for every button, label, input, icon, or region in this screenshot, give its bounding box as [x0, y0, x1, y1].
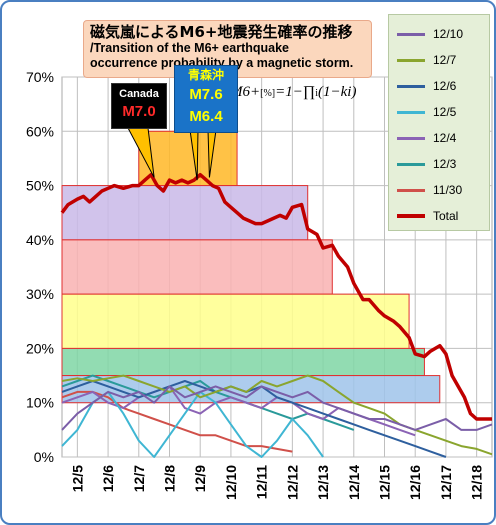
legend-label: 12/3: [433, 157, 457, 171]
series-line-12-6: [61, 380, 447, 458]
callout-aomori-magnitude-1: M7.6: [189, 86, 223, 103]
x-tick-label: 12/17: [438, 465, 454, 500]
probability-band: [61, 185, 309, 241]
title-box: 磁気嵐によるM6+地震発生確率の推移 /Transition of the M6…: [83, 20, 372, 78]
formula-index: i: [315, 88, 318, 99]
legend-swatch: [397, 188, 425, 192]
x-tick-label: 12/11: [254, 465, 270, 499]
x-tick-label: 12/7: [131, 465, 147, 492]
probability-formula: M6+[%]=1−∏i(1−ki): [230, 84, 356, 101]
x-tick-label: 12/18: [469, 465, 485, 500]
legend-swatch: [397, 162, 425, 166]
y-tick-label: 40%: [26, 232, 54, 248]
formula-rhs: =1−∏: [275, 84, 316, 100]
x-tick-label: 12/8: [162, 465, 178, 492]
x-tick-label: 12/9: [192, 465, 208, 492]
y-tick-label: 50%: [26, 178, 54, 194]
series-line-11-30: [61, 390, 293, 453]
legend-item: 12/4: [397, 129, 456, 147]
x-tick-label: 12/6: [100, 465, 116, 492]
callout-canada: Canada M7.0: [111, 83, 167, 129]
callout-aomori-name: 青森沖: [187, 68, 224, 82]
legend-swatch: [397, 32, 425, 36]
y-tick-label: 20%: [26, 340, 54, 356]
callout-canada-magnitude: M7.0: [122, 103, 156, 120]
y-tick-label: 10%: [26, 395, 54, 411]
x-tick-label: 12/15: [377, 465, 393, 500]
x-tick-label: 12/13: [315, 465, 331, 500]
legend-swatch: [397, 58, 425, 62]
chart-legend: 12/10 12/7 12/6 12/5 12/4 12/3 11/30 Total: [388, 14, 490, 231]
series-line-total: [60, 172, 492, 421]
probability-band: [61, 347, 425, 377]
legend-label: 12/5: [433, 105, 457, 119]
legend-swatch: [397, 84, 425, 88]
chart-title: 磁気嵐によるM6+地震発生確率の推移: [90, 23, 353, 41]
legend-item: 12/7: [397, 51, 456, 69]
series-line-12-3: [61, 374, 355, 431]
legend-item: Total: [397, 207, 458, 225]
probability-band: [61, 239, 333, 295]
formula-term: (1−ki): [318, 84, 357, 100]
legend-swatch: [397, 214, 425, 218]
chart-subtitle-line2: occurrence probability by a magnetic sto…: [90, 56, 354, 70]
y-tick-label: 0%: [34, 449, 54, 465]
formula-unit: [%]: [260, 88, 276, 99]
legend-item: 12/6: [397, 77, 456, 95]
chart-subtitle-line1: /Transition of the M6+ earthquake: [90, 41, 289, 55]
probability-band: [61, 293, 410, 349]
legend-label: 12/6: [433, 79, 457, 93]
legend-item: 12/5: [397, 103, 456, 121]
series-line-12-10: [61, 385, 493, 431]
callout-canada-name: Canada: [119, 88, 159, 100]
legend-label: 11/30: [433, 183, 463, 197]
x-tick-label: 12/14: [346, 465, 362, 500]
legend-swatch: [397, 136, 425, 140]
legend-label: 12/7: [433, 53, 457, 67]
x-tick-label: 12/16: [407, 465, 423, 500]
series-line-12-7: [61, 374, 493, 456]
y-tick-label: 60%: [26, 123, 54, 139]
x-tick-label: 12/12: [284, 465, 300, 500]
legend-swatch: [397, 110, 425, 114]
callout-aomori: 青森沖 M7.6 M6.4: [174, 65, 238, 133]
y-tick-label: 30%: [26, 286, 54, 302]
probability-band: [138, 130, 238, 187]
callout-aomori-magnitude-2: M6.4: [189, 108, 223, 125]
legend-label: 12/10: [433, 27, 464, 41]
y-tick-label: 70%: [26, 69, 54, 85]
legend-item: 12/10: [397, 25, 463, 43]
legend-item: 11/30: [397, 181, 462, 199]
x-tick-label: 12/10: [223, 465, 239, 500]
x-tick-label: 12/5: [69, 465, 85, 492]
legend-label: 12/4: [433, 131, 457, 145]
legend-item: 12/3: [397, 155, 456, 173]
legend-label: Total: [433, 209, 459, 223]
